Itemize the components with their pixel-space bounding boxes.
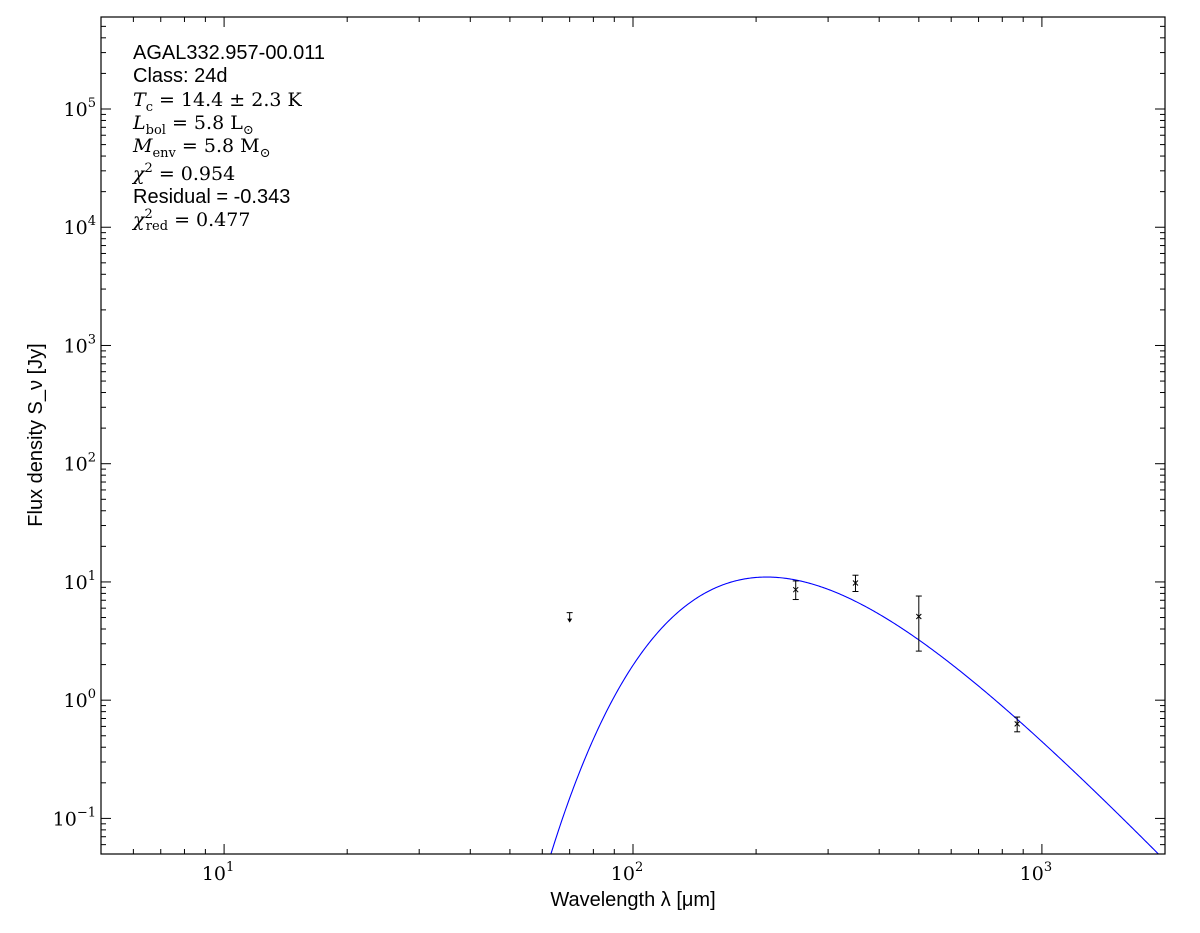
data-point-marker (1014, 721, 1021, 727)
data-point-marker (792, 586, 799, 593)
x-tick-label: 102 (611, 860, 643, 885)
source-name: AGAL332.957-00.011 (133, 42, 325, 64)
y-tick-label: 102 (64, 451, 96, 476)
upper-limit-arrow (567, 618, 573, 623)
x-tick-label: 103 (1020, 860, 1052, 885)
core-temperature: Tc = 14.4 ± 2.3 K (133, 89, 303, 115)
data-point-marker (915, 613, 922, 620)
source-class: Class: 24d (133, 65, 228, 87)
plot-content (550, 574, 1160, 854)
bolometric-luminosity: Lbol = 5.8 L⊙ (132, 112, 254, 138)
x-tick-label: 101 (202, 860, 234, 885)
y-axis-title: Flux density S_ν [Jy] (25, 343, 47, 526)
y-tick-label: 103 (64, 332, 96, 357)
data-points (566, 574, 1021, 733)
axis-ticks (100, 16, 1166, 855)
y-tick-label: 101 (64, 569, 96, 594)
fit-annotations: AGAL332.957-00.011 Class: 24d Tc = 14.4 … (131, 42, 325, 234)
plot-frame (100, 16, 1166, 855)
envelope-mass: Menv = 5.8 M⊙ (132, 135, 271, 161)
y-tick-label: 105 (64, 96, 96, 121)
y-tick-label: 100 (64, 687, 96, 712)
chi-squared: χ2 = 0.954 (131, 161, 235, 185)
model-fit-curve (550, 576, 1160, 854)
y-tick-label: 104 (64, 214, 96, 239)
y-tick-label: 10−1 (53, 805, 96, 830)
residual: Residual = -0.343 (133, 186, 290, 208)
reduced-chi-squared: χ2 red = 0.477 (131, 207, 250, 234)
tick-labels: 101 102 103 10−1 100 101 102 103 104 105 (53, 96, 1053, 885)
x-axis-title: Wavelength λ [μm] (550, 889, 715, 911)
data-point-marker (852, 580, 859, 586)
